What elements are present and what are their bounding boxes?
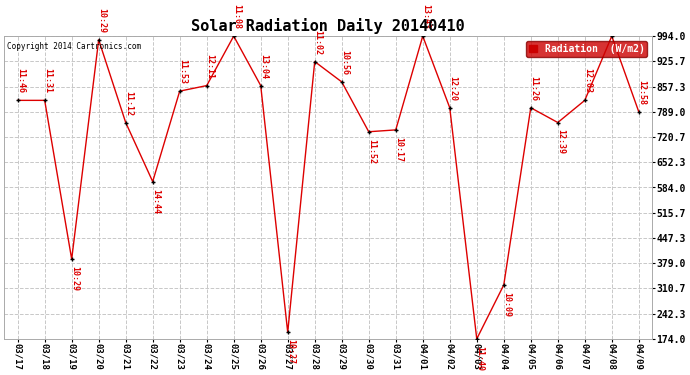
Text: 11:02: 11:02 (313, 30, 322, 55)
Point (309, 58, 320, 64)
Point (525, 105, 536, 111)
Point (174, 88, 185, 94)
Text: 12:03: 12:03 (583, 68, 592, 93)
Point (580, 98, 591, 104)
Text: 10:09: 10:09 (502, 292, 511, 317)
Point (282, 329, 293, 335)
Text: 10:29: 10:29 (97, 8, 106, 33)
Point (66, 256, 77, 262)
Point (147, 178, 158, 184)
Point (471, 336, 482, 342)
Text: 12:39: 12:39 (556, 129, 565, 154)
Text: Copyright 2014 Cartronics.com: Copyright 2014 Cartronics.com (8, 42, 141, 51)
Text: 10:29: 10:29 (70, 266, 79, 291)
Legend: Radiation  (W/m2): Radiation (W/m2) (526, 41, 647, 57)
Point (39, 98, 50, 104)
Text: 12:11: 12:11 (205, 54, 214, 79)
Text: 10:27: 10:27 (286, 339, 295, 364)
Point (444, 105, 455, 111)
Point (498, 282, 509, 288)
Point (336, 79, 347, 85)
Text: 11:08: 11:08 (232, 4, 241, 29)
Text: 11:46: 11:46 (16, 68, 25, 93)
Point (607, 33, 618, 39)
Text: 11:12: 11:12 (124, 91, 133, 116)
Point (228, 33, 239, 39)
Text: 11:40: 11:40 (475, 346, 484, 371)
Text: 12:58: 12:58 (637, 80, 646, 105)
Text: 12:20: 12:20 (448, 76, 457, 101)
Text: 13:04: 13:04 (259, 54, 268, 79)
Text: 10:56: 10:56 (340, 50, 349, 75)
Text: 11:53: 11:53 (178, 59, 187, 84)
Point (201, 82, 213, 88)
Point (93, 37, 104, 43)
Point (255, 82, 266, 88)
Text: 11:26: 11:26 (529, 76, 538, 101)
Point (552, 120, 563, 126)
Point (417, 33, 428, 39)
Point (120, 120, 131, 126)
Point (633, 109, 644, 115)
Point (363, 129, 374, 135)
Text: 11:31: 11:31 (43, 68, 52, 93)
Text: 11:52: 11:52 (367, 139, 376, 164)
Text: 13:43: 13:43 (421, 4, 430, 29)
Point (391, 127, 402, 133)
Text: 10:17: 10:17 (394, 137, 403, 162)
Point (12, 98, 23, 104)
Title: Solar Radiation Daily 20140410: Solar Radiation Daily 20140410 (191, 18, 465, 33)
Text: 14:44: 14:44 (151, 189, 160, 213)
